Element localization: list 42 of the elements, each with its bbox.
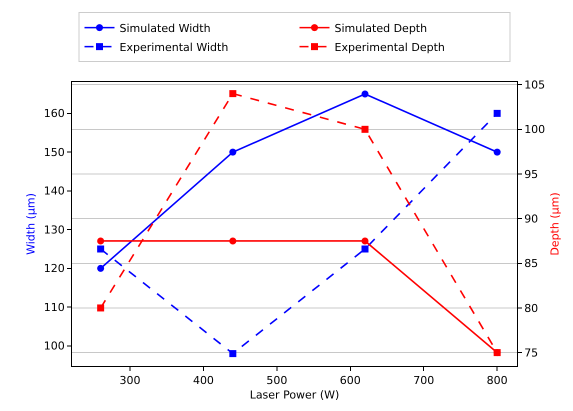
y2-tick-label: 75 bbox=[524, 346, 538, 360]
legend-label: Experimental Depth bbox=[334, 40, 445, 54]
point bbox=[494, 148, 501, 156]
point bbox=[494, 110, 501, 117]
legend-label: Simulated Width bbox=[120, 22, 211, 35]
y-tick-label: 150 bbox=[44, 146, 65, 159]
x-tick-label: 500 bbox=[266, 374, 288, 388]
y-tick-label: 100 bbox=[44, 340, 65, 353]
y2-tick-label: 95 bbox=[524, 168, 538, 181]
point bbox=[97, 237, 104, 244]
point bbox=[362, 245, 368, 252]
x-tick-label: 800 bbox=[486, 374, 508, 388]
x-tick-label: 400 bbox=[192, 374, 214, 388]
point bbox=[97, 304, 104, 312]
y-axis-title: Width (µm) bbox=[24, 193, 38, 255]
y2-axis-title: Depth (µm) bbox=[548, 192, 562, 256]
y-tick-label: 130 bbox=[44, 223, 65, 236]
x-tick-label: 700 bbox=[413, 374, 434, 388]
x-tick-label: 600 bbox=[340, 374, 361, 388]
point bbox=[97, 264, 104, 272]
y-tick-label: 110 bbox=[44, 300, 65, 314]
y2-tick-label: 85 bbox=[524, 257, 538, 270]
legend-label: Simulated Depth bbox=[334, 22, 428, 35]
point bbox=[362, 237, 368, 244]
y2-tick-label: 80 bbox=[524, 302, 538, 315]
y2-tick-label: 105 bbox=[524, 78, 546, 92]
point bbox=[362, 90, 368, 98]
point bbox=[494, 349, 501, 356]
point bbox=[229, 90, 236, 98]
point bbox=[229, 237, 236, 244]
point bbox=[229, 350, 236, 358]
x-axis-title: Laser Power (W) bbox=[250, 388, 340, 402]
y-tick-label: 120 bbox=[44, 262, 65, 276]
y2-tick-label: 90 bbox=[524, 212, 538, 226]
y-tick-label: 160 bbox=[44, 107, 65, 120]
legend-label: Experimental Width bbox=[120, 40, 228, 54]
x-tick-label: 300 bbox=[120, 374, 141, 388]
point bbox=[229, 148, 236, 156]
y-tick-label: 140 bbox=[44, 184, 65, 198]
point bbox=[97, 245, 104, 252]
point bbox=[362, 126, 368, 133]
y2-tick-label: 100 bbox=[524, 123, 546, 136]
